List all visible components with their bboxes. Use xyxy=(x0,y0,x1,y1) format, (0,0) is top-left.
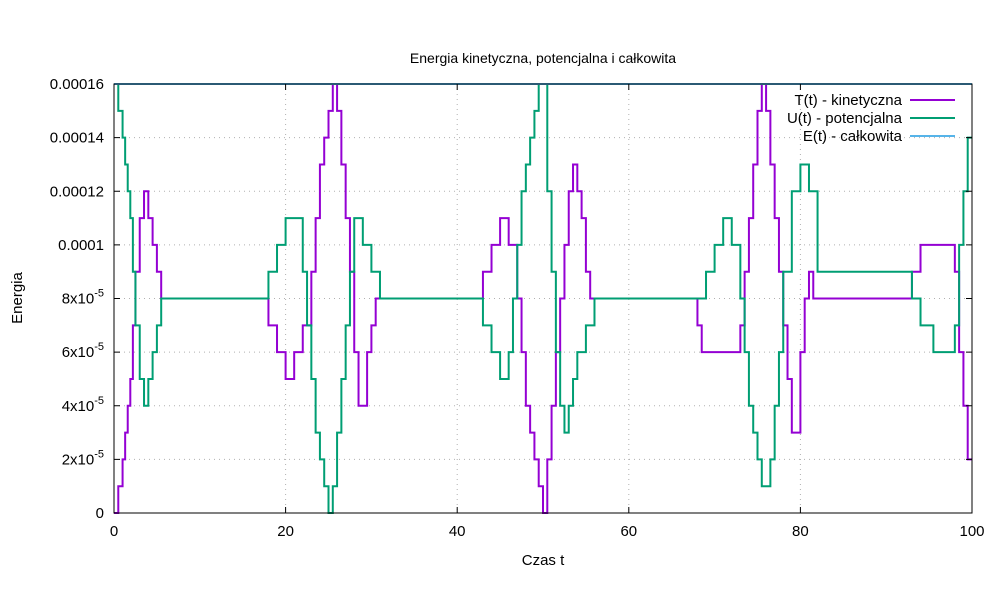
y-axis-label: Energia xyxy=(9,271,26,323)
y-tick-label: 8x10-5 xyxy=(62,288,104,308)
legend-label: E(t) - całkowita xyxy=(803,128,903,145)
y-tick-label: 6x10-5 xyxy=(62,341,104,361)
legend-label: U(t) - potencjalna xyxy=(787,110,903,127)
x-tick-label: 80 xyxy=(792,523,809,540)
axis-ticks: 0 20 40 60 80 100 0 2x10-5 4x10-5 6x10-5 8x10-5 0.0… xyxy=(50,76,985,540)
y-tick-label: 4x10-5 xyxy=(62,395,104,415)
y-tick-label: 2x10-5 xyxy=(62,448,104,468)
chart-title: Energia kinetyczna, potencjalna i całkow… xyxy=(410,50,676,66)
x-tick-label: 60 xyxy=(620,523,637,540)
x-axis-label: Czas t xyxy=(522,552,565,569)
y-tick-label: 0.00014 xyxy=(50,130,104,147)
y-tick-label: 0.00016 xyxy=(50,76,104,93)
x-tick-label: 20 xyxy=(277,523,294,540)
series-line-2 xyxy=(114,83,972,514)
y-tick-label: 0 xyxy=(96,505,104,522)
x-tick-label: 40 xyxy=(449,523,466,540)
x-tick-label: 100 xyxy=(959,523,984,540)
y-tick-label: 0.00012 xyxy=(50,183,104,200)
legend-label: T(t) - kinetyczna xyxy=(794,92,902,109)
x-tick-label: 0 xyxy=(110,523,118,540)
y-tick-label: 0.0001 xyxy=(58,237,104,254)
